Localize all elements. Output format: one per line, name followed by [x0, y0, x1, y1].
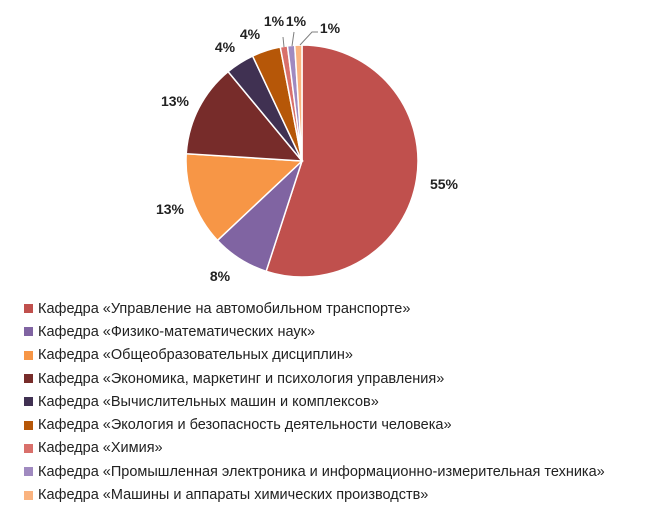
slice-value-label: 13%: [161, 93, 190, 109]
leader-line: [291, 31, 295, 47]
legend-label: Кафедра «Промышленная электроника и инфо…: [38, 463, 605, 480]
legend-label: Кафедра «Вычислительных машин и комплекс…: [38, 393, 379, 410]
legend: Кафедра «Управление на автомобильном тра…: [24, 297, 605, 507]
legend-label: Кафедра «Экология и безопасность деятель…: [38, 417, 452, 434]
pie-chart: 55%8%13%13%4%4%1% 1% 1%: [156, 13, 459, 284]
slice-value-label: 4%: [215, 39, 236, 55]
pie-slice: [265, 44, 419, 278]
legend-label: Кафедра «Химия»: [38, 440, 163, 457]
legend-item: Кафедра «Экономика, маркетинг и психолог…: [24, 367, 605, 390]
leader-line: [282, 36, 285, 48]
legend-swatch: [24, 443, 33, 453]
legend-swatch: [24, 420, 33, 430]
pie-slice: [185, 152, 304, 242]
legend-item: Кафедра «Управление на автомобильном тра…: [24, 297, 605, 320]
legend-item: Кафедра «Химия»: [24, 437, 605, 460]
slice-value-label: 8%: [210, 268, 231, 284]
leader-line: [299, 31, 318, 46]
legend-swatch: [24, 374, 33, 384]
legend-item: Кафедра «Экология и безопасность деятель…: [24, 413, 605, 436]
legend-swatch: [24, 397, 33, 407]
legend-swatch: [24, 467, 33, 477]
legend-item: Кафедра «Вычислительных машин и комплекс…: [24, 390, 605, 413]
slice-value-label: 4%: [240, 26, 261, 42]
pie-slice: [293, 44, 303, 162]
legend-item: Кафедра «Промышленная электроника и инфо…: [24, 460, 605, 483]
legend-label: Кафедра «Физико-математических наук»: [38, 323, 316, 340]
legend-swatch: [24, 350, 33, 360]
pie-slice: [185, 70, 304, 162]
slice-value-label: 1%: [320, 20, 341, 36]
legend-item: Кафедра «Физико-математических наук»: [24, 320, 605, 343]
legend-label: Кафедра «Управление на автомобильном тра…: [38, 300, 411, 317]
legend-label: Кафедра «Машины и аппараты химических пр…: [38, 487, 429, 504]
legend-item: Кафедра «Машины и аппараты химических пр…: [24, 483, 605, 506]
legend-item: Кафедра «Общеобразовательных дисциплин»: [24, 344, 605, 367]
slice-value-label: 55%: [430, 176, 459, 192]
slice-value-label: 13%: [156, 201, 185, 217]
legend-label: Кафедра «Общеобразовательных дисциплин»: [38, 347, 353, 364]
legend-swatch: [24, 327, 33, 337]
legend-label: Кафедра «Экономика, маркетинг и психолог…: [38, 370, 445, 387]
slice-value-label: 1%: [264, 13, 285, 29]
slice-value-label: 1%: [286, 13, 307, 29]
legend-swatch: [24, 304, 33, 314]
legend-swatch: [24, 490, 33, 500]
